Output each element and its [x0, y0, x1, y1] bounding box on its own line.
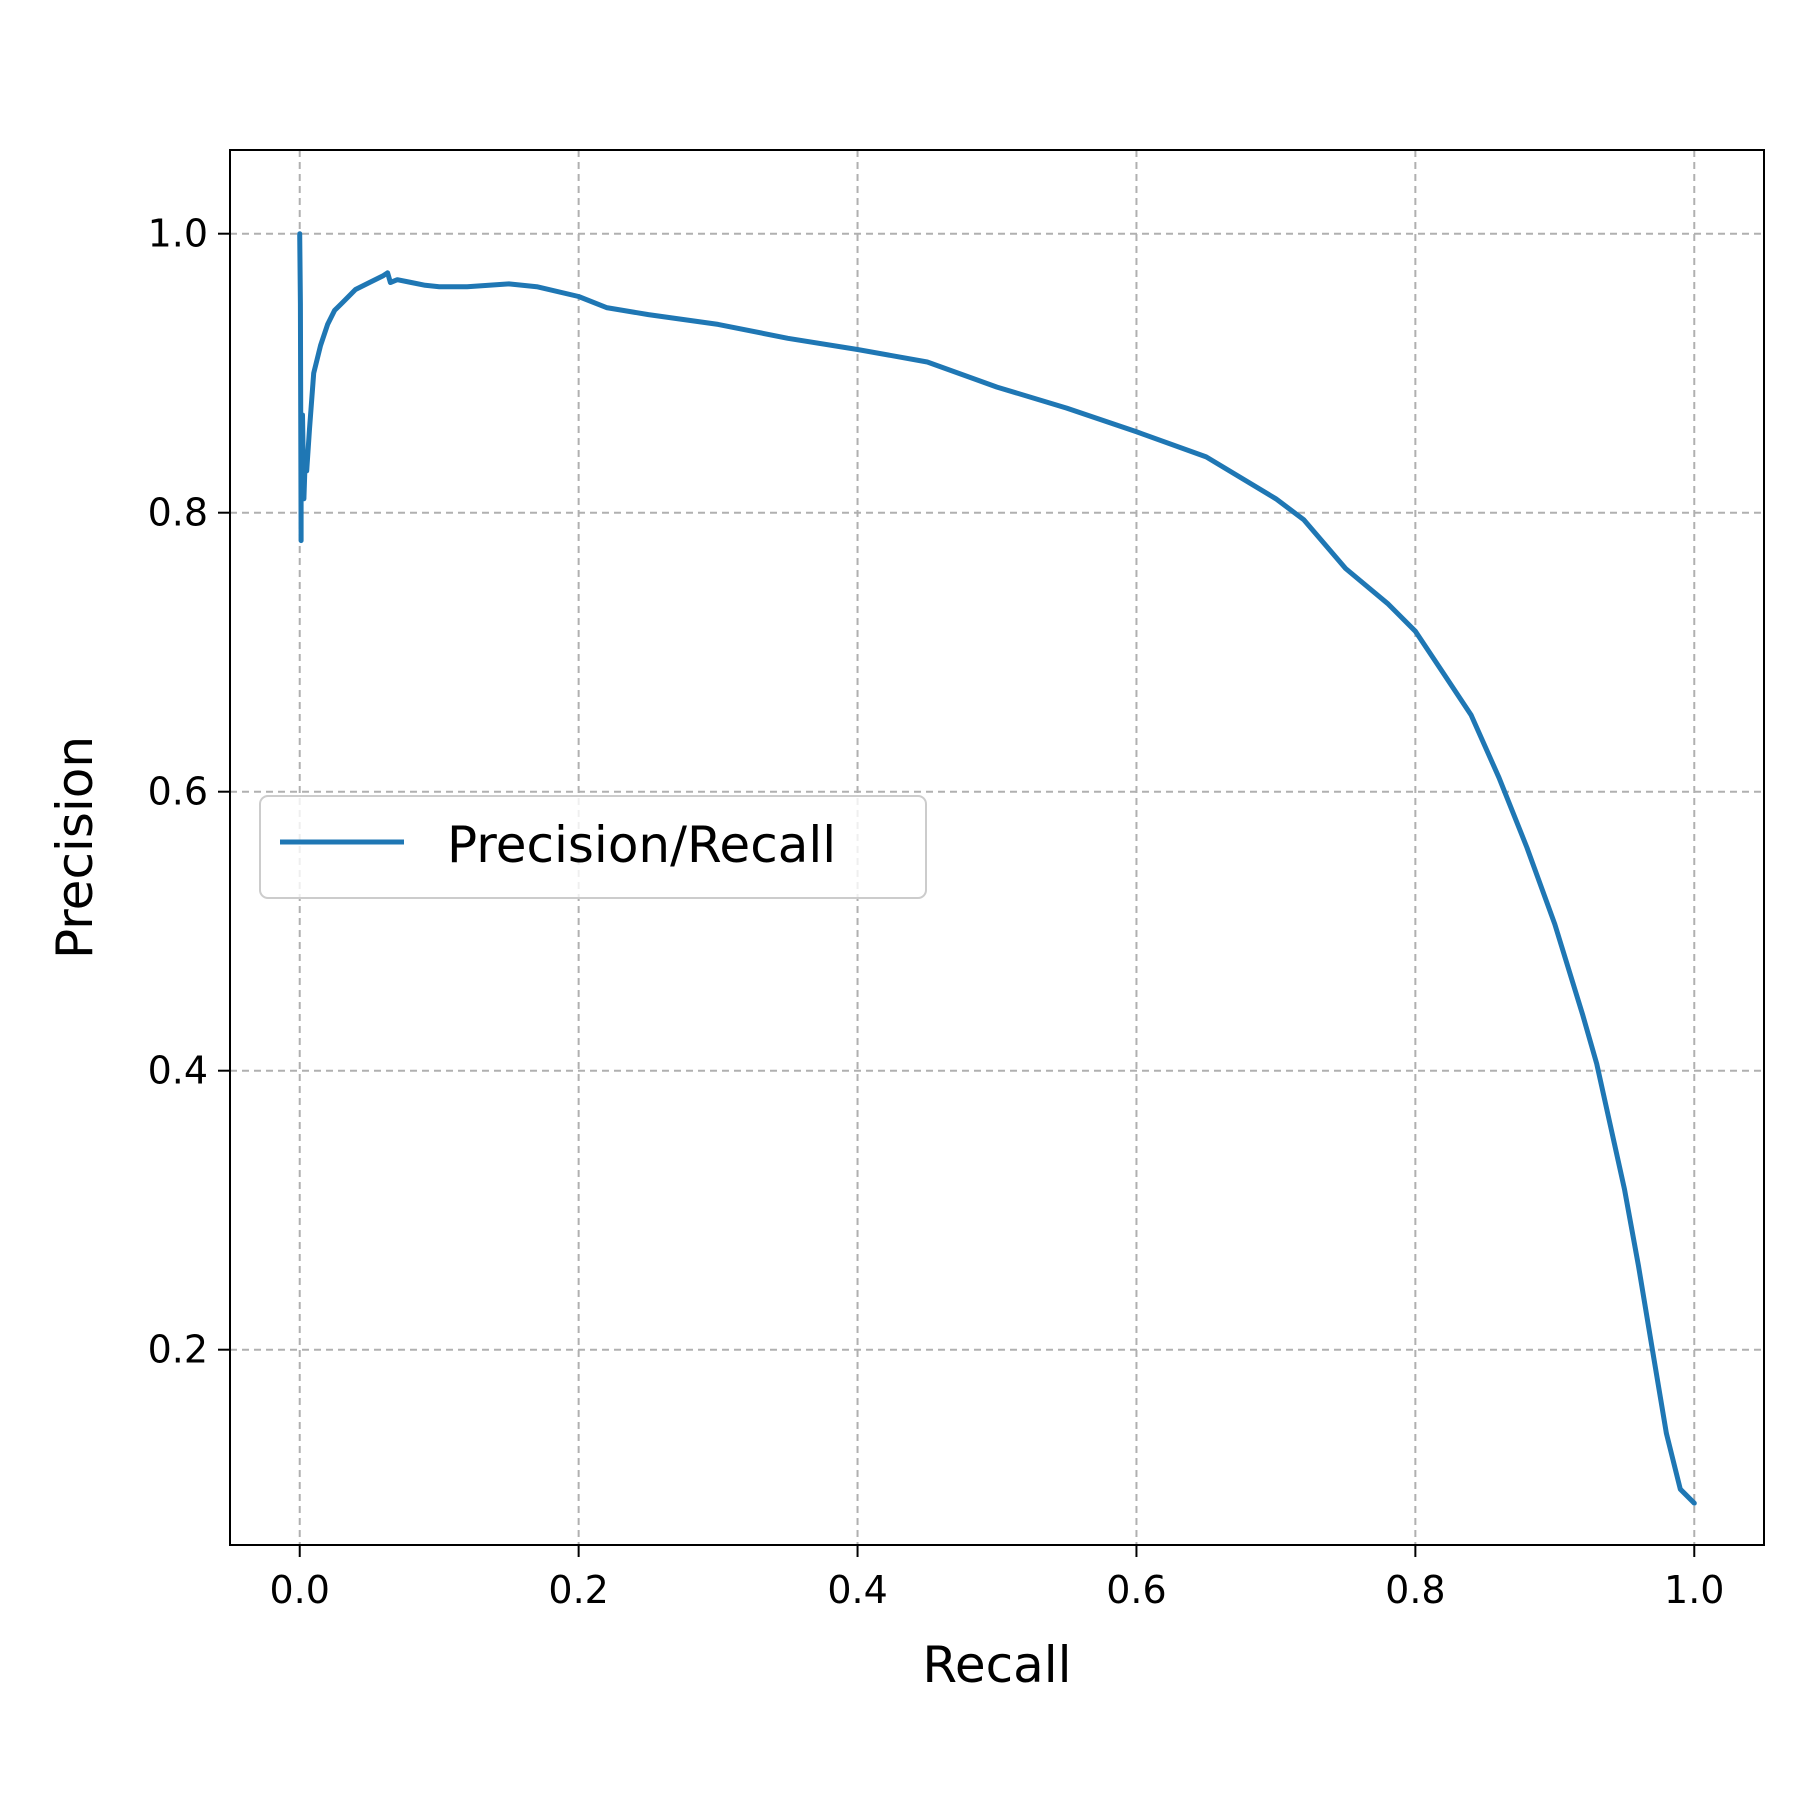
y-tick-label: 0.2	[148, 1328, 208, 1372]
y-tick-label: 0.8	[148, 491, 208, 535]
y-tick-label: 0.6	[148, 770, 208, 814]
y-tick-label: 0.4	[148, 1049, 208, 1093]
legend-box	[259, 795, 927, 899]
plot-frame	[229, 149, 1765, 1546]
legend: Precision/Recall	[259, 795, 927, 899]
series-line	[297, 231, 1697, 1506]
y-tick-label: 1.0	[148, 212, 208, 256]
x-axis-label: Recall	[922, 1636, 1071, 1694]
x-tick-label: 0.0	[270, 1568, 330, 1612]
x-tick-label: 0.4	[827, 1568, 887, 1612]
x-tick-label: 0.8	[1385, 1568, 1445, 1612]
x-tick-label: 0.2	[548, 1568, 608, 1612]
x-tick-label: 1.0	[1664, 1568, 1724, 1612]
legend-label: Precision/Recall	[447, 816, 836, 874]
series-layer	[297, 231, 1697, 1506]
ticks: 0.0 0.2 0.4 0.6 0.8 1.0 0.2 0.4 0.6 0.8 1.0	[148, 212, 1725, 1612]
y-axis-label: Precision	[46, 736, 104, 959]
x-tick-label: 0.6	[1106, 1568, 1166, 1612]
